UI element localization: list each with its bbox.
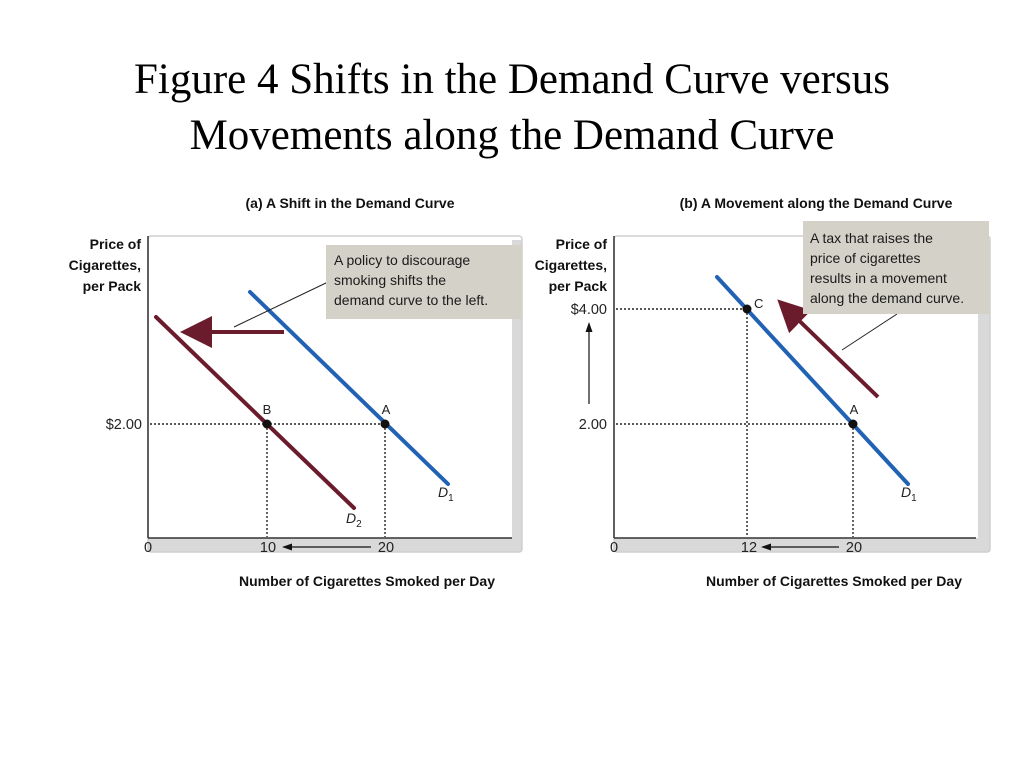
panel-a-y-axis-label: Price of Cigarettes, per Pack	[69, 236, 142, 294]
y-label-line-3: per Pack	[549, 278, 608, 294]
panel-a: (a) A Shift in the Demand Curve Price of…	[69, 195, 523, 589]
annotation-leader-a	[233, 281, 329, 328]
movement-arrow-b	[777, 299, 880, 399]
y-tick-2: 2.00	[579, 417, 607, 433]
annotation-a-line-2: smoking shifts the	[334, 272, 446, 288]
panel-b-y-axis-label: Price of Cigarettes, per Pack	[535, 236, 608, 294]
curve-d1-label-b: D1	[901, 484, 917, 504]
annotation-b-line-2: price of cigarettes	[810, 250, 921, 266]
annotation-box-b	[803, 221, 989, 314]
point-a-panel-a	[380, 419, 390, 429]
slide-title: Figure 4 Shifts in the Demand Curve vers…	[0, 52, 1024, 164]
x-tick-20: 20	[846, 540, 862, 556]
annotation-b-line-1: A tax that raises the	[810, 230, 933, 246]
point-c-label: C	[754, 296, 763, 311]
panel-a-x-axis-label: Number of Cigarettes Smoked per Day	[239, 573, 495, 589]
annotation-b-line-3: results in a movement	[810, 270, 947, 286]
y-tick-2: $2.00	[106, 417, 142, 433]
point-b-panel-a	[262, 419, 272, 429]
panel-b-x-axis-label: Number of Cigarettes Smoked per Day	[706, 573, 962, 589]
x-tick-12: 12	[741, 540, 757, 556]
point-c-panel-b	[742, 304, 752, 314]
curve-d1-a	[248, 290, 450, 486]
curve-d2-label-a: D2	[346, 510, 362, 530]
annotation-a-line-1: A policy to discourage	[334, 252, 470, 268]
panel-b-guides	[616, 308, 854, 537]
y-label-line-2: Cigarettes,	[535, 257, 607, 273]
annotation-box-a	[326, 245, 522, 319]
point-a-label: A	[382, 402, 391, 417]
curve-d1-label-a: D1	[438, 484, 454, 504]
x-tick-0: 0	[144, 540, 152, 556]
point-a-panel-b	[848, 419, 858, 429]
slide-title-line-2: Movements along the Demand Curve	[189, 112, 835, 159]
y-label-line-3: per Pack	[83, 278, 142, 294]
annotation-leader-b	[841, 313, 898, 351]
x-tick-20: 20	[378, 540, 394, 556]
point-a-label: A	[850, 402, 859, 417]
x-tick-10: 10	[260, 540, 276, 556]
y-label-line-1: Price of	[90, 236, 142, 252]
annotation-b-line-4: along the demand curve.	[810, 290, 964, 306]
slide-title-line-1: Figure 4 Shifts in the Demand Curve vers…	[134, 56, 890, 103]
panel-b: (b) A Movement along the Demand Curve Pr…	[535, 195, 991, 589]
panel-b-title: (b) A Movement along the Demand Curve	[680, 195, 953, 211]
y-label-line-1: Price of	[556, 236, 608, 252]
panel-a-frame	[147, 235, 523, 553]
y-label-line-2: Cigarettes,	[69, 257, 141, 273]
panel-b-frame	[613, 235, 991, 553]
point-b-label: B	[263, 402, 272, 417]
y-tick-4: $4.00	[571, 302, 607, 318]
panel-a-title: (a) A Shift in the Demand Curve	[246, 195, 455, 211]
curve-d2-a	[154, 315, 356, 510]
annotation-a-line-3: demand curve to the left.	[334, 292, 488, 308]
x-tick-0: 0	[610, 540, 618, 556]
